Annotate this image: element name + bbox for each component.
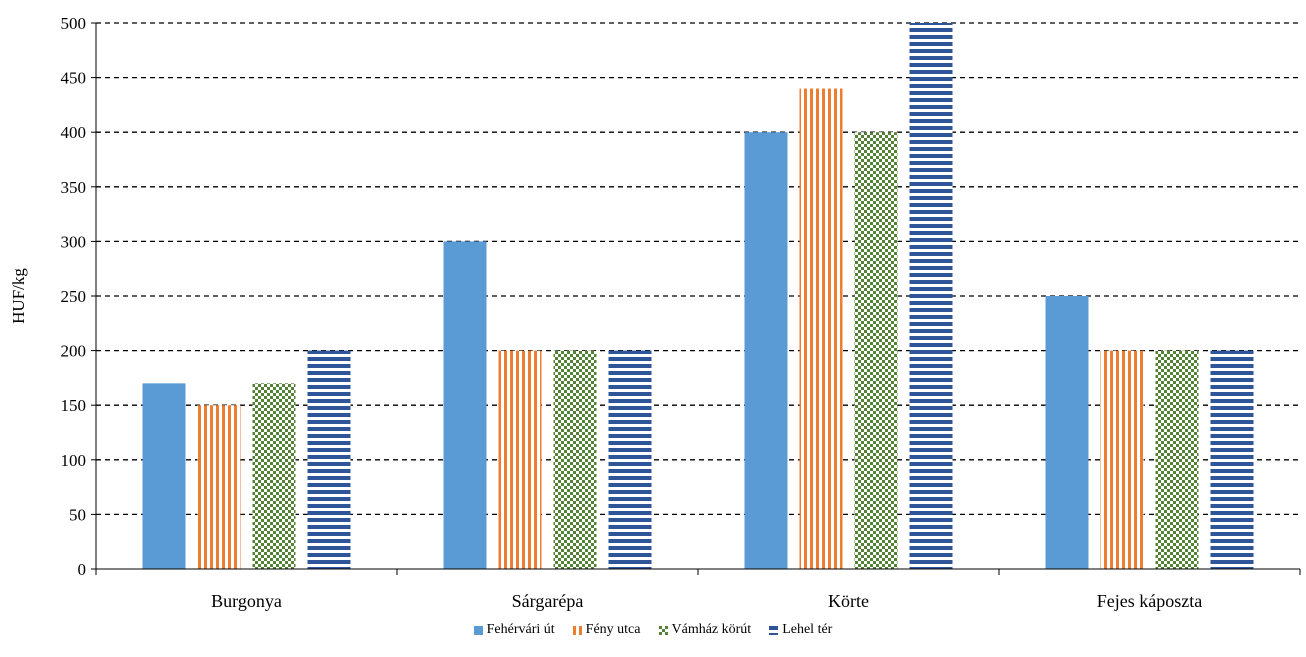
- y-tick-label: 200: [61, 342, 87, 361]
- legend-label: Vámház körút: [671, 622, 752, 637]
- x-tick-label: Fejes káposzta: [1097, 591, 1202, 611]
- gridlines: [96, 22, 1300, 516]
- bar-v-mh-z-k-r-t-1: [553, 350, 597, 569]
- bar-feh-rv-ri-t-0: [142, 383, 186, 569]
- bar-f-ny-utca-2: [799, 88, 843, 570]
- legend: Fehérvári út Fény utca Vámház körút Lehel t…: [0, 622, 1306, 638]
- y-tick-label: 50: [69, 505, 86, 524]
- legend-item: Fény utca: [572, 622, 641, 638]
- bar-v-mh-z-k-r-t-3: [1155, 350, 1199, 569]
- y-tick-label: 350: [61, 178, 87, 197]
- y-tick-label: 0: [78, 560, 87, 579]
- bars: [142, 23, 1254, 570]
- y-axis-label: HUF/kg: [9, 268, 28, 324]
- bar-feh-rv-ri-t-2: [744, 132, 788, 569]
- y-tick-label: 400: [61, 123, 87, 142]
- bar-f-ny-utca-0: [197, 405, 241, 569]
- bar-f-ny-utca-3: [1100, 350, 1144, 569]
- y-tick-label: 100: [61, 451, 87, 470]
- y-tick-label: 450: [61, 69, 87, 88]
- legend-swatch: [658, 625, 668, 635]
- axes: 0 50 100 150 200 250 300 350 400 450 500 Burgonya Sá…: [61, 14, 1301, 611]
- bar-feh-rv-ri-t-3: [1045, 296, 1089, 569]
- x-tick-label: Burgonya: [211, 591, 282, 611]
- legend-swatch: [769, 625, 779, 635]
- bar-chart: 0 50 100 150 200 250 300 350 400 450 500 Burgonya Sá…: [9, 14, 1301, 611]
- bar-lehel-t-r-2: [909, 23, 953, 569]
- bar-v-mh-z-k-r-t-2: [854, 132, 898, 569]
- bar-v-mh-z-k-r-t-0: [252, 383, 296, 569]
- legend-label: Fény utca: [585, 622, 641, 637]
- y-tick-label: 300: [61, 232, 87, 251]
- legend-label: Fehérvári út: [486, 622, 555, 637]
- bar-f-ny-utca-1: [498, 350, 542, 569]
- legend-swatch: [572, 625, 582, 635]
- bar-feh-rv-ri-t-1: [443, 241, 487, 569]
- x-tick-label: Körte: [828, 591, 869, 611]
- y-tick-label: 500: [61, 14, 87, 33]
- y-tick-label: 250: [61, 287, 87, 306]
- legend-label: Lehel tér: [782, 622, 833, 637]
- y-tick-label: 150: [61, 396, 87, 415]
- bar-lehel-t-r-1: [608, 350, 652, 569]
- bar-lehel-t-r-0: [307, 350, 351, 569]
- x-tick-label: Sárgarépa: [512, 591, 584, 611]
- legend-item: Fehérvári út: [473, 622, 555, 638]
- bar-lehel-t-r-3: [1210, 350, 1254, 569]
- legend-swatch: [473, 625, 483, 635]
- legend-item: Lehel tér: [769, 622, 832, 638]
- legend-item: Vámház körút: [658, 622, 752, 638]
